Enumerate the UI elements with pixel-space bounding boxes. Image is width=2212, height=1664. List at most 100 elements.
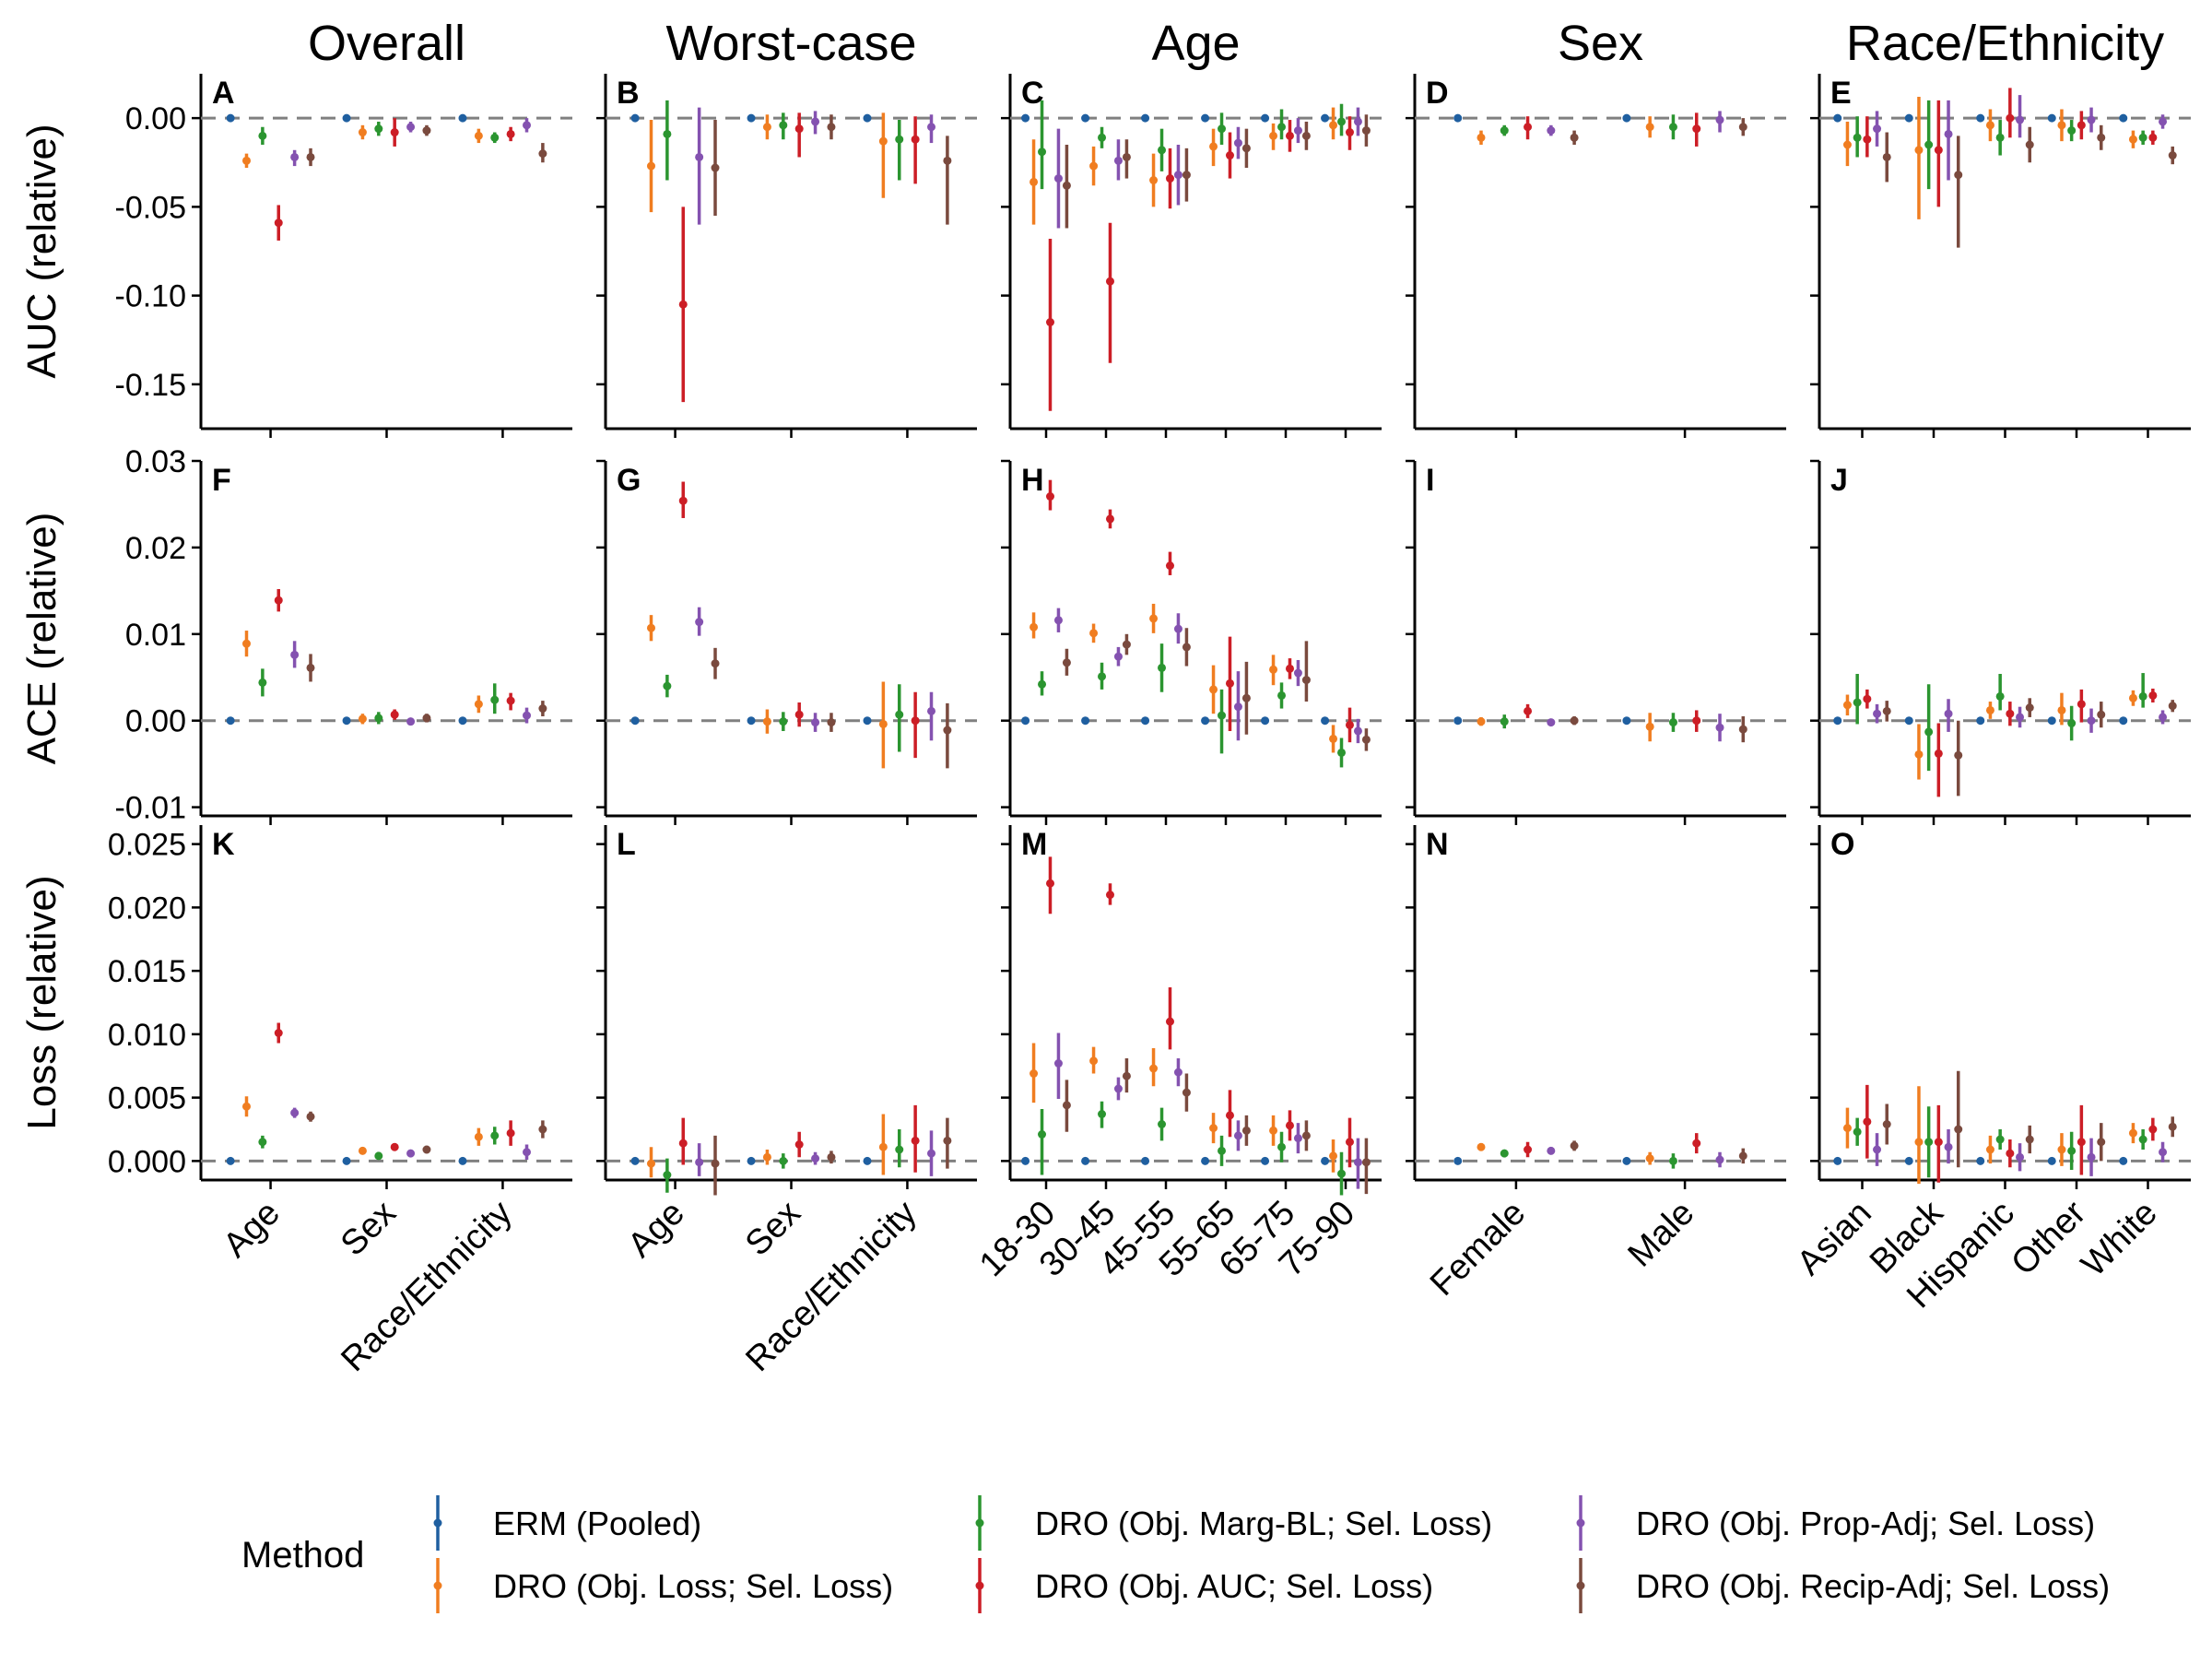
data-point (1924, 140, 1934, 149)
data-point (241, 639, 251, 648)
data-point (878, 136, 888, 146)
data-point (2057, 1145, 2066, 1154)
data-point (695, 1158, 704, 1167)
data-point (1692, 1139, 1701, 1148)
legend-key-point (433, 1581, 442, 1590)
data-point (1225, 1111, 1234, 1120)
y-tick-label: 0.005 (108, 1081, 186, 1116)
data-point (2016, 115, 2025, 124)
data-point (943, 156, 952, 165)
data-point (1173, 624, 1182, 633)
data-point (1098, 133, 1107, 142)
data-point (1863, 1117, 1872, 1127)
data-point (1882, 1120, 1891, 1128)
data-point (1241, 144, 1251, 153)
data-point (2148, 690, 2158, 700)
data-point (1622, 113, 1631, 123)
data-point (1453, 716, 1463, 726)
panel-letter-l: L (617, 827, 636, 862)
y-tick-label: 0.00 (125, 101, 186, 136)
legend-entry-label: DRO (Obj. Prop-Adj; Sel. Loss) (1636, 1505, 2095, 1542)
legend-entry-label: DRO (Obj. Marg-BL; Sel. Loss) (1035, 1505, 1492, 1542)
data-point (2016, 713, 2025, 722)
data-point (490, 1131, 500, 1140)
legend-entry-label: DRO (Obj. Loss; Sel. Loss) (493, 1567, 893, 1605)
data-point (1904, 716, 1913, 726)
data-point (1081, 716, 1090, 726)
data-point (1141, 1156, 1150, 1165)
data-point (1089, 161, 1099, 171)
data-point (927, 123, 936, 132)
data-point (1944, 1142, 1953, 1151)
data-point (2159, 1148, 2168, 1157)
data-point (1141, 716, 1150, 726)
data-point (1985, 1145, 1994, 1154)
data-point (2067, 1146, 2077, 1155)
data-point (1353, 117, 1362, 126)
data-point (2128, 1128, 2137, 1138)
data-point (1182, 171, 1191, 180)
data-point (1030, 177, 1039, 186)
data-point (2067, 719, 2077, 728)
data-point (274, 218, 283, 228)
data-point (1914, 146, 1924, 155)
data-point (1149, 614, 1159, 623)
data-point (374, 714, 383, 723)
data-point (1904, 1156, 1913, 1165)
data-point (1277, 123, 1287, 132)
data-point (1105, 277, 1114, 286)
data-point (1329, 1151, 1338, 1161)
data-point (458, 716, 467, 726)
data-point (274, 1029, 283, 1037)
data-point (1882, 706, 1891, 715)
data-point (1524, 706, 1533, 715)
legend-key-point (975, 1518, 984, 1528)
legend-key-point (433, 1518, 442, 1528)
data-point (863, 1156, 872, 1165)
panel-letter-a: A (212, 76, 235, 111)
data-point (1547, 1146, 1556, 1155)
panel-letter-n: N (1426, 827, 1449, 862)
y-tick-label: 0.000 (108, 1144, 186, 1179)
data-point (1954, 1125, 1963, 1134)
data-point (1062, 658, 1071, 667)
data-point (1477, 717, 1486, 726)
data-point (1173, 171, 1182, 180)
data-point (1269, 1126, 1278, 1135)
data-point (1301, 1131, 1311, 1140)
panel-letter-i: I (1426, 463, 1434, 498)
data-point (1233, 702, 1242, 712)
data-point (290, 1108, 300, 1117)
data-point (1105, 514, 1114, 524)
data-point (1833, 1156, 1842, 1165)
data-point (711, 659, 720, 668)
column-title-worst-case: Worst-case (665, 16, 916, 71)
data-point (711, 163, 720, 172)
data-point (1225, 151, 1234, 160)
data-point (458, 113, 467, 123)
data-point (678, 1139, 688, 1148)
data-point (1218, 711, 1227, 720)
data-point (1269, 665, 1278, 674)
column-title-age: Age (1151, 16, 1240, 71)
data-point (1182, 643, 1191, 652)
data-point (1934, 1138, 1943, 1147)
data-point (1261, 716, 1270, 726)
data-point (878, 1142, 888, 1151)
data-point (1853, 133, 1862, 142)
data-point (1914, 749, 1924, 759)
data-point (1165, 1017, 1174, 1026)
data-point (2148, 1125, 2158, 1134)
data-point (390, 710, 399, 719)
data-point (2128, 135, 2137, 144)
y-tick-label: -0.15 (115, 368, 187, 403)
data-point (1277, 690, 1287, 700)
data-point (1944, 709, 1953, 718)
panel-letter-o: O (1830, 827, 1854, 862)
data-point (1944, 129, 1953, 138)
data-point (2025, 140, 2034, 149)
data-point (1345, 128, 1354, 137)
data-point (630, 113, 640, 123)
panel-letter-k: K (212, 827, 235, 862)
data-point (1924, 1138, 1934, 1147)
